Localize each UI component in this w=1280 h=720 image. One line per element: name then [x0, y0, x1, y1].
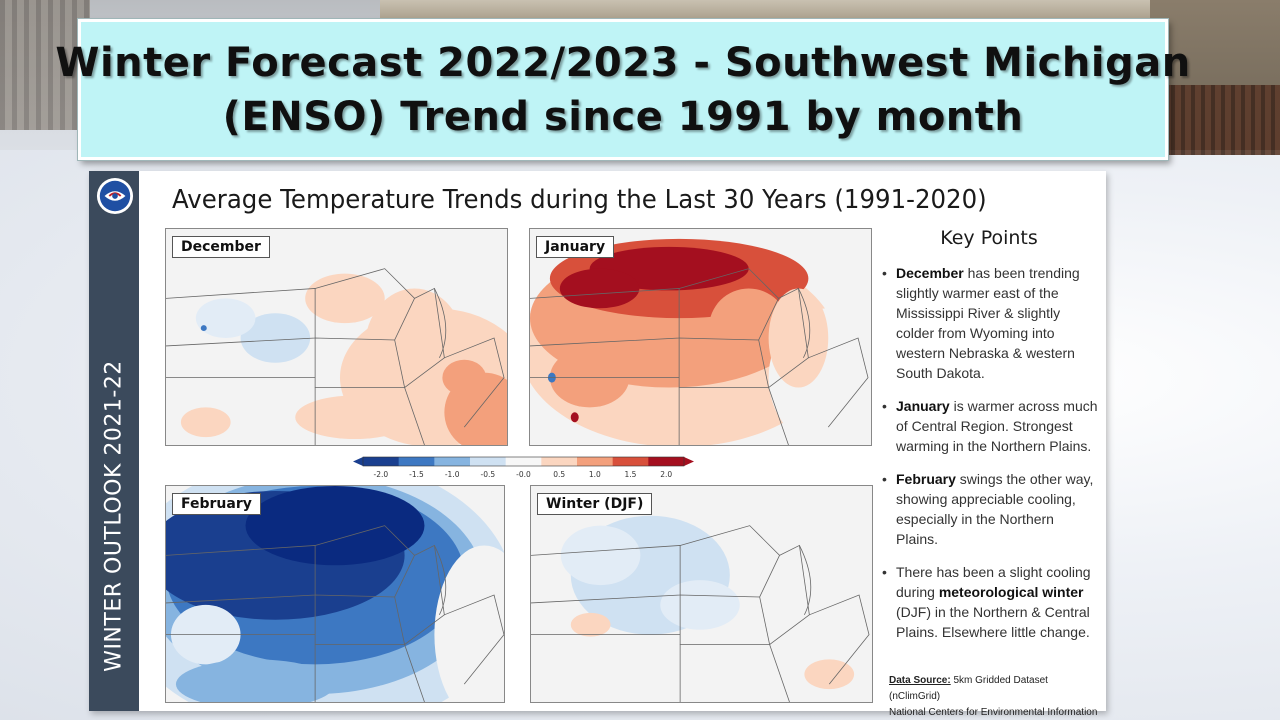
nws-logo-icon: [96, 177, 134, 215]
key-points-list: December has been trending slightly warm…: [879, 263, 1099, 642]
colorbar-tick-label: 2.0: [660, 470, 672, 479]
colorbar-swatch: [648, 457, 685, 466]
map-january-graphic: [530, 229, 871, 445]
colorbar-graphic: -2.0 -1.5 -1.0 -0.5 -0.0 0.5 1.0 1.5 2.0: [353, 456, 694, 479]
background-roof: [380, 0, 1280, 22]
colorbar-swatch: [363, 457, 400, 466]
map-december-graphic: [166, 229, 507, 445]
map-february: February: [165, 485, 505, 703]
colorbar-tick-label: 1.5: [625, 470, 637, 479]
key-point-winter-bold: meteorological winter: [938, 584, 1084, 600]
colorbar-arrow-right: [684, 457, 694, 466]
colorbar-tick-label: -0.0: [516, 470, 531, 479]
key-points: Key Points December has been trending sl…: [879, 227, 1099, 655]
slide-title: Average Temperature Trends during the La…: [172, 185, 987, 215]
key-point-winter-text: (DJF) in the Northern & Central Plains. …: [896, 604, 1090, 640]
colorbar-swatch: [398, 457, 435, 466]
colorbar-arrow-left: [353, 457, 363, 466]
background-fence: [0, 0, 90, 130]
key-point-february-text: swings the other way, showing appreciabl…: [896, 471, 1094, 547]
title-banner: Winter Forecast 2022/2023 - Southwest Mi…: [55, 19, 1190, 160]
data-source: Data Source: 5km Gridded Dataset (nClimG…: [889, 673, 1099, 720]
key-point-winter-pre: There has been a slight cooling during: [896, 564, 1091, 600]
key-points-title: Key Points: [940, 227, 1038, 249]
colorbar-tick-label: -0.5: [481, 470, 496, 479]
map-january-label: January: [536, 236, 615, 258]
map-winter-djf: Winter (DJF): [530, 485, 873, 703]
map-december-label: December: [172, 236, 270, 258]
key-point-january-text: is warmer across much of Central Region.…: [896, 398, 1098, 454]
key-point-december-text: has been trending slightly warmer east o…: [896, 265, 1080, 381]
colorbar-tick-label: 0.5: [553, 470, 565, 479]
embedded-slide: WINTER OUTLOOK 2021-22 Average Temperatu…: [89, 171, 1106, 718]
colorbar-swatch: [434, 457, 471, 466]
map-december: December: [165, 228, 508, 446]
data-source-label: Data Source:: [889, 675, 951, 686]
colorbar-swatch: [505, 457, 542, 466]
colorbar-tick-label: 1.0: [589, 470, 601, 479]
map-february-graphic: [166, 486, 504, 702]
colorbar-swatch: [577, 457, 614, 466]
map-winter-djf-label: Winter (DJF): [537, 493, 653, 515]
colorbar-swatch: [541, 457, 578, 466]
colorbar-swatch: [612, 457, 649, 466]
map-february-label: February: [172, 493, 261, 515]
data-source-text: 5km Gridded Dataset (nClimGrid): [889, 675, 1048, 702]
key-point-february: February swings the other way, showing a…: [879, 469, 1099, 549]
key-point-january-bold: January: [896, 398, 950, 414]
colorbar-swatch: [470, 457, 507, 466]
colorbar-tick-label: -1.0: [445, 470, 460, 479]
map-winter-djf-graphic: [531, 486, 872, 702]
key-point-january: January is warmer across much of Central…: [879, 396, 1099, 456]
colorbar-tick-label: -2.0: [374, 470, 389, 479]
background-deck: [1165, 85, 1280, 155]
map-january: January: [529, 228, 872, 446]
data-source-org: National Centers for Environmental Infor…: [889, 707, 1098, 718]
colorbar-border: [362, 456, 685, 467]
colorbar-tick-label: -1.5: [409, 470, 424, 479]
title-line-2: (ENSO) Trend since 1991 by month: [222, 93, 1024, 140]
title-line-1: Winter Forecast 2022/2023 - Southwest Mi…: [55, 39, 1191, 86]
key-point-december-bold: December: [896, 265, 964, 281]
sidebar-title: WINTER OUTLOOK 2021-22: [101, 360, 127, 672]
key-point-december: December has been trending slightly warm…: [879, 263, 1099, 383]
colorbar: -2.0 -1.5 -1.0 -0.5 -0.0 0.5 1.0 1.5 2.0: [351, 455, 696, 483]
slide-sidebar: WINTER OUTLOOK 2021-22: [89, 171, 139, 711]
key-point-winter: There has been a slight cooling during m…: [879, 562, 1099, 642]
key-point-february-bold: February: [896, 471, 956, 487]
